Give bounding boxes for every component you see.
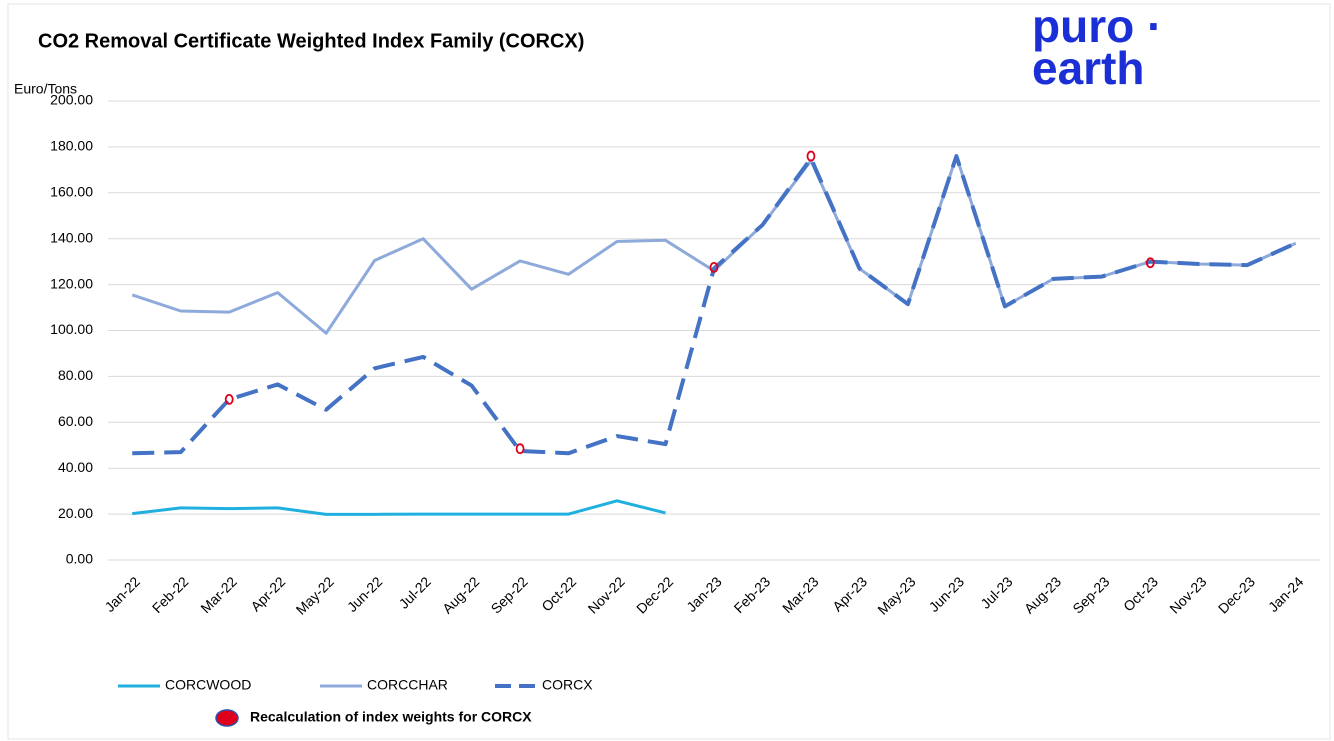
y-tick-label: 140.00 bbox=[50, 229, 93, 245]
y-tick-label: 0.00 bbox=[66, 551, 93, 567]
recalculation-marker bbox=[515, 443, 525, 455]
legend-swatch bbox=[215, 709, 239, 727]
logo-line: earth bbox=[1032, 42, 1144, 94]
legend-label: CORCX bbox=[542, 677, 593, 693]
y-tick-label: 80.00 bbox=[58, 367, 93, 383]
recalculation-marker bbox=[806, 150, 816, 162]
y-tick-label: 200.00 bbox=[50, 92, 93, 108]
legend-label: CORCWOOD bbox=[165, 677, 251, 693]
recalculation-marker bbox=[224, 393, 234, 405]
y-tick-label: 40.00 bbox=[58, 459, 93, 475]
y-axis-label: Euro/Tons bbox=[14, 81, 77, 97]
logo-line: puro · bbox=[1032, 0, 1162, 52]
chart-title: CO2 Removal Certificate Weighted Index F… bbox=[38, 30, 584, 52]
series-line bbox=[132, 154, 1297, 456]
y-tick-label: 120.00 bbox=[50, 275, 93, 291]
y-tick-label: 20.00 bbox=[58, 505, 93, 521]
series-line bbox=[132, 499, 666, 516]
recalculation-marker bbox=[709, 261, 719, 273]
y-tick-label: 100.00 bbox=[50, 321, 93, 337]
y-tick-label: 180.00 bbox=[50, 138, 93, 154]
recalculation-marker bbox=[1145, 257, 1155, 269]
y-tick-label: 160.00 bbox=[50, 184, 93, 200]
legend-label: Recalculation of index weights for CORCX bbox=[250, 709, 532, 725]
legend-label: CORCCHAR bbox=[367, 677, 448, 693]
y-tick-label: 60.00 bbox=[58, 413, 93, 429]
chart-frame bbox=[7, 3, 1331, 740]
